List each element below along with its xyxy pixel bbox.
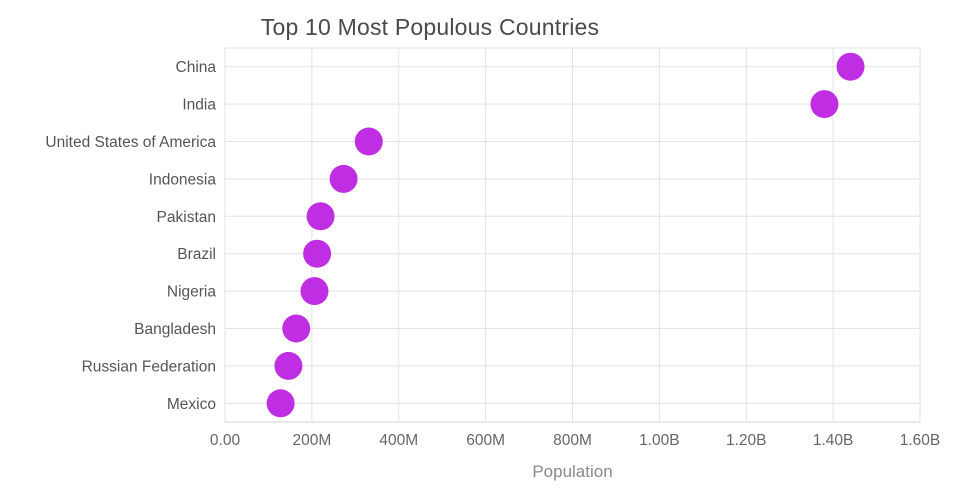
data-point[interactable] xyxy=(300,277,329,306)
data-point[interactable] xyxy=(282,314,311,343)
category-label: Brazil xyxy=(177,246,216,263)
category-label: Nigeria xyxy=(167,284,216,301)
data-point[interactable] xyxy=(329,164,358,193)
x-tick-label: 800M xyxy=(553,432,592,449)
category-label: Indonesia xyxy=(149,171,217,188)
category-label: Russian Federation xyxy=(82,358,216,375)
category-label: Bangladesh xyxy=(134,321,216,338)
x-tick-label: 1.60B xyxy=(900,432,941,449)
x-axis-title: Population xyxy=(532,462,613,481)
x-tick-label: 1.00B xyxy=(639,432,680,449)
x-tick-label: 200M xyxy=(292,432,331,449)
data-point[interactable] xyxy=(274,351,303,380)
data-point[interactable] xyxy=(354,127,383,156)
category-label: Mexico xyxy=(167,396,216,413)
data-point[interactable] xyxy=(810,90,839,119)
data-point[interactable] xyxy=(836,52,865,81)
data-point[interactable] xyxy=(303,239,332,268)
x-tick-label: 1.40B xyxy=(813,432,854,449)
x-tick-label: 600M xyxy=(466,432,505,449)
data-point[interactable] xyxy=(306,202,335,231)
data-point[interactable] xyxy=(266,389,295,418)
category-label: India xyxy=(182,97,216,114)
x-tick-label: 1.20B xyxy=(726,432,767,449)
category-label: China xyxy=(176,59,217,76)
chart-title: Top 10 Most Populous Countries xyxy=(260,14,600,40)
x-tick-label: 0.00 xyxy=(210,432,241,449)
category-label: Pakistan xyxy=(157,209,216,226)
x-tick-label: 400M xyxy=(379,432,418,449)
category-label: United States of America xyxy=(45,134,216,151)
